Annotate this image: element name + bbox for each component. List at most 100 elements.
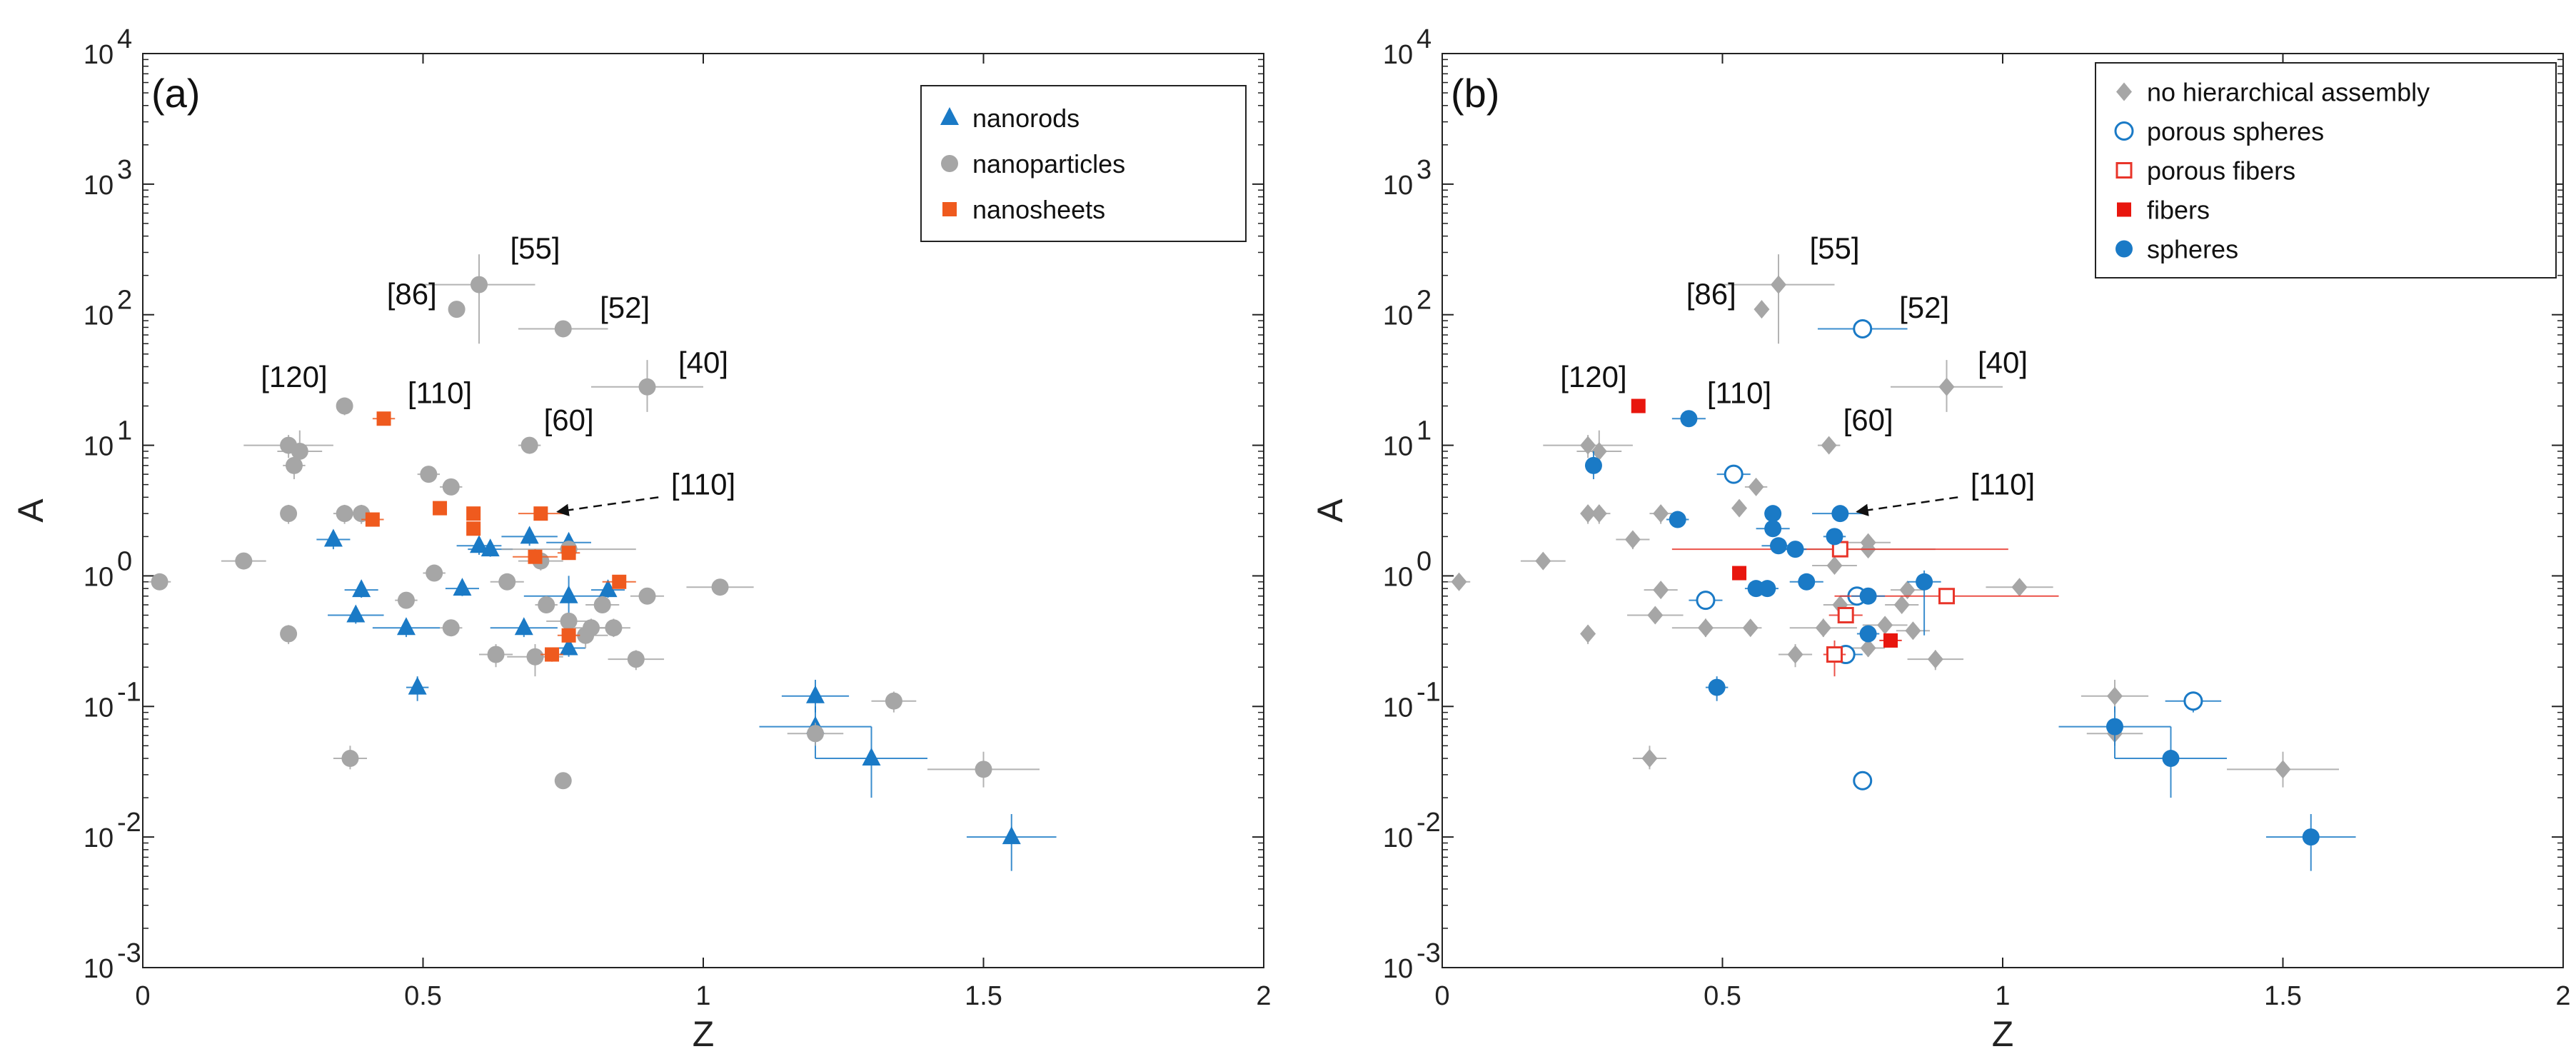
data-point xyxy=(2265,813,2356,871)
legend: nanorods nanoparticles nanosheets xyxy=(920,85,1247,242)
y-tick-exponent: 1 xyxy=(1417,416,1432,446)
point-marker xyxy=(2275,760,2291,779)
series-spheres xyxy=(1584,410,2356,871)
data-point xyxy=(1789,573,1823,591)
annotation-label: [55] xyxy=(510,231,560,265)
point-marker xyxy=(1731,498,1748,518)
y-tick-base: 10 xyxy=(84,40,114,70)
data-point xyxy=(448,301,466,318)
point-marker xyxy=(1669,511,1686,528)
data-point xyxy=(513,549,558,564)
y-tick-base: 10 xyxy=(84,562,114,592)
point-marker xyxy=(341,750,359,768)
y-tick-label: 10-3 xyxy=(1383,938,1441,984)
y-tick-base: 10 xyxy=(84,301,114,331)
point-marker xyxy=(442,478,460,496)
point-marker xyxy=(323,528,343,547)
data-point xyxy=(591,360,703,412)
data-point xyxy=(243,435,333,458)
point-marker xyxy=(545,647,560,662)
data-point xyxy=(1823,528,1846,546)
data-point xyxy=(554,772,572,790)
x-tick-label: 1.5 xyxy=(965,981,1002,1011)
point-marker xyxy=(1641,749,1658,768)
y-tick-base: 10 xyxy=(1383,171,1413,201)
data-point xyxy=(1879,633,1902,648)
data-point xyxy=(333,504,356,524)
y-tick-exponent: -3 xyxy=(117,938,141,968)
data-point xyxy=(602,574,636,589)
data-point xyxy=(2058,706,2171,759)
data-point xyxy=(1576,430,1622,466)
y-tick-label: 101 xyxy=(84,416,132,462)
point-marker xyxy=(1859,625,1877,643)
point-marker xyxy=(612,574,627,589)
point-marker xyxy=(1831,505,1849,523)
data-point xyxy=(1986,578,2053,597)
legend-marker xyxy=(942,202,957,216)
x-tick-label: 1.5 xyxy=(2264,981,2302,1011)
y-tick-base: 10 xyxy=(1383,562,1413,592)
data-point xyxy=(1756,580,1778,598)
data-point xyxy=(1631,398,1646,413)
y-tick-label: 100 xyxy=(84,546,132,592)
data-point xyxy=(440,478,463,496)
point-marker xyxy=(1764,505,1782,523)
data-point xyxy=(1722,254,1835,344)
y-tick-base: 10 xyxy=(1383,693,1413,723)
point-marker xyxy=(1853,771,1873,791)
y-tick-base: 10 xyxy=(84,693,114,723)
point-marker xyxy=(1938,588,1955,605)
legend-entry: no hierarchical assembly xyxy=(2116,78,2430,107)
point-marker xyxy=(538,596,555,613)
data-point xyxy=(283,451,306,480)
annotation-label: [110] xyxy=(408,376,472,410)
point-marker xyxy=(151,573,168,591)
point-marker xyxy=(520,436,538,454)
point-marker xyxy=(1798,573,1816,591)
data-point xyxy=(1543,435,1633,458)
point-marker xyxy=(598,579,618,598)
data-point xyxy=(280,504,298,524)
y-tick-exponent: 2 xyxy=(117,286,132,316)
data-point xyxy=(1616,530,1650,550)
point-marker xyxy=(533,506,548,521)
annotation-label: [40] xyxy=(1978,346,2028,379)
point-marker xyxy=(593,596,611,613)
legend-label: nanosheets xyxy=(972,195,1105,224)
data-point xyxy=(440,619,463,637)
data-point xyxy=(1447,572,1471,591)
y-tick-base: 10 xyxy=(84,823,114,853)
data-point xyxy=(966,813,1057,871)
y-axis-label: A xyxy=(1310,498,1350,523)
point-marker xyxy=(975,761,992,778)
point-marker xyxy=(420,466,438,483)
point-marker xyxy=(528,549,543,564)
point-marker xyxy=(453,578,472,596)
data-point xyxy=(1632,746,1666,770)
annotation-label: [40] xyxy=(678,346,728,379)
y-tick-base: 10 xyxy=(1383,954,1413,984)
data-point xyxy=(395,591,418,609)
annotation-label: [86] xyxy=(387,277,437,311)
annotation-label: [86] xyxy=(1686,277,1736,311)
series-nanoparticles xyxy=(148,254,1040,790)
point-marker xyxy=(2106,718,2123,736)
data-point xyxy=(417,466,441,483)
point-marker xyxy=(1535,551,1551,571)
data-point xyxy=(1851,587,1886,605)
data-point xyxy=(406,676,429,701)
data-point xyxy=(585,596,620,613)
point-marker xyxy=(583,619,600,637)
y-tick-label: 104 xyxy=(84,24,132,70)
point-marker xyxy=(520,526,539,544)
y-tick-label: 10-1 xyxy=(84,677,141,723)
data-point xyxy=(445,578,479,596)
data-point xyxy=(518,436,541,454)
annotation-label: [60] xyxy=(1843,403,1893,437)
data-point xyxy=(1828,606,1863,623)
data-point xyxy=(1705,676,1729,701)
annotation-label: [55] xyxy=(1809,231,1859,265)
x-tick-label: 0 xyxy=(135,981,150,1011)
